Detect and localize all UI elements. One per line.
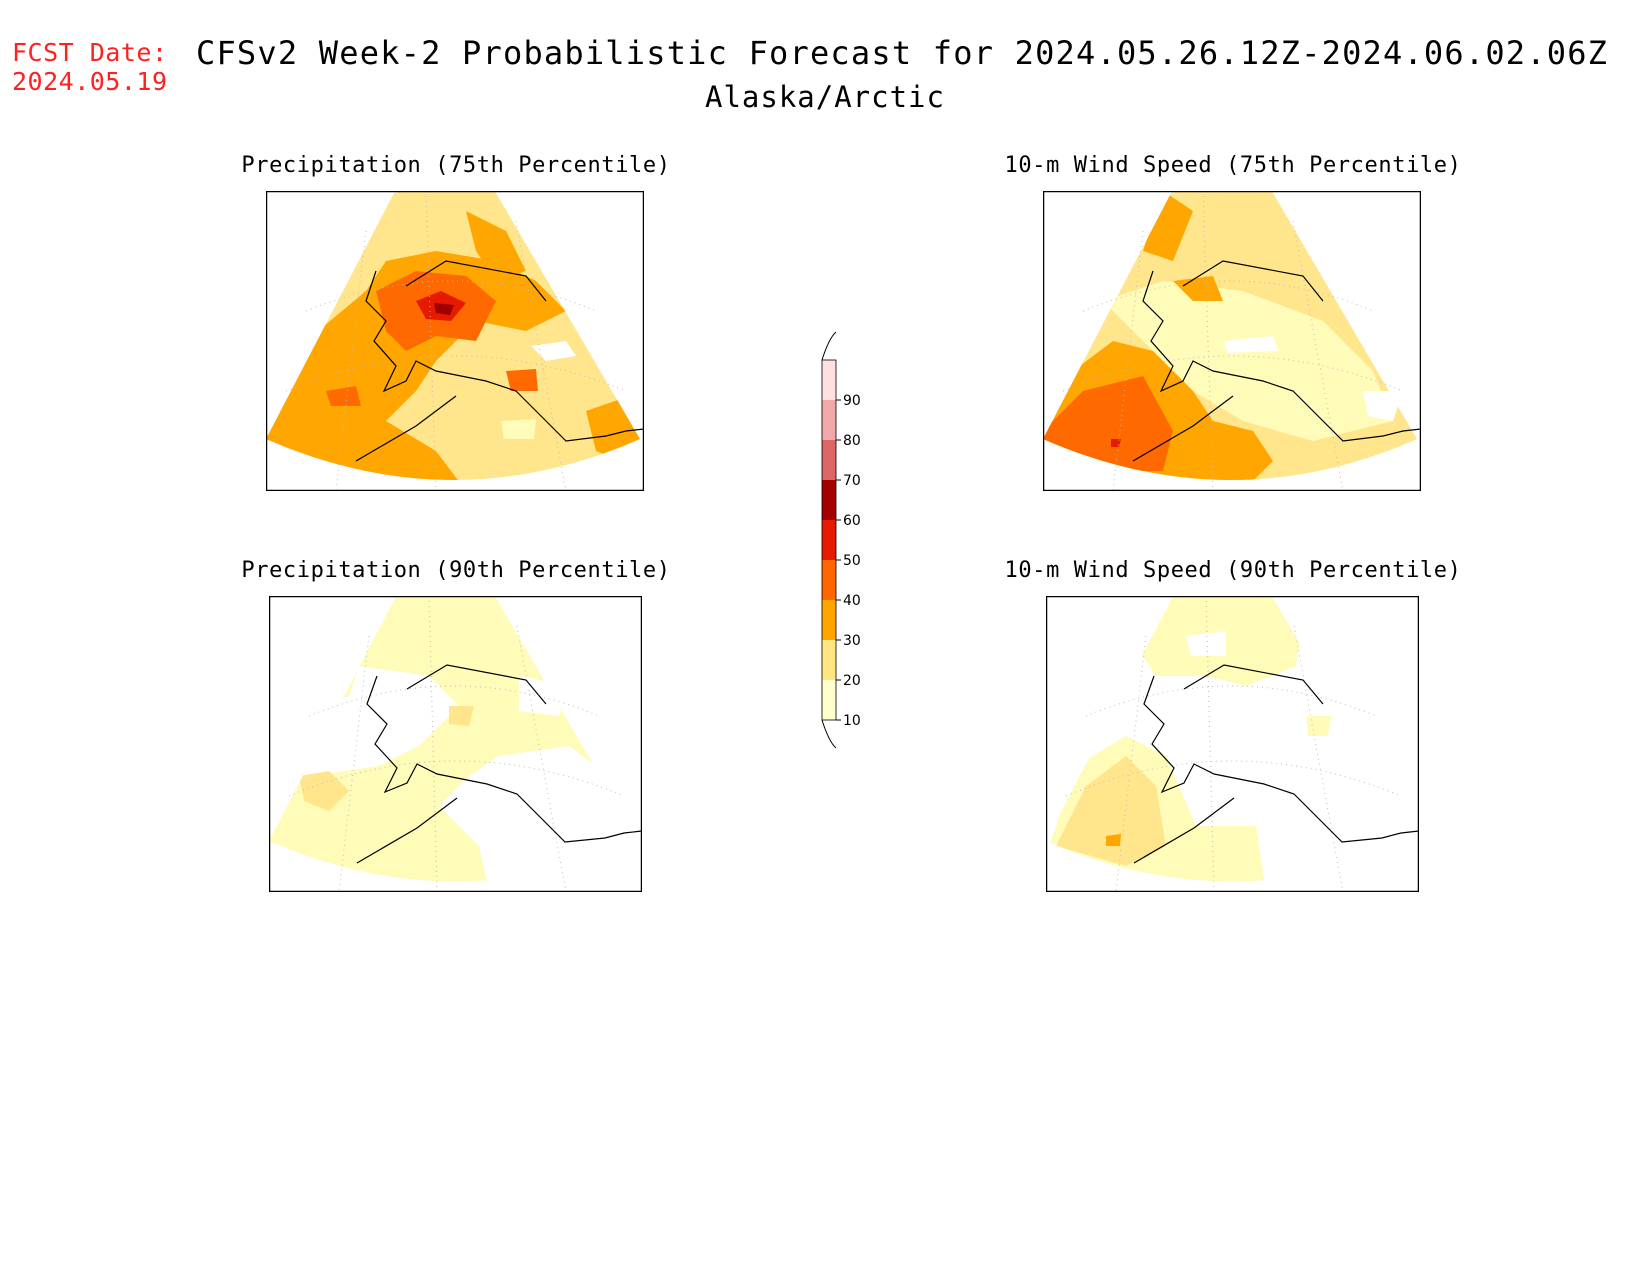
legend-swatch bbox=[822, 680, 836, 720]
legend-tick-label: 70 bbox=[843, 473, 861, 489]
map-panel-wind75 bbox=[1043, 191, 1421, 491]
legend-bottom-cap bbox=[821, 719, 837, 749]
panel-title-precip90: Precipitation (90th Percentile) bbox=[241, 558, 671, 583]
legend-border bbox=[821, 359, 837, 721]
map-wind75 bbox=[1043, 191, 1421, 491]
map-panel-precip75 bbox=[266, 191, 644, 491]
map-precip75 bbox=[266, 191, 644, 491]
color-legend: 10 20 30 40 50 60 70 80 90 bbox=[820, 330, 880, 754]
legend-swatch bbox=[822, 520, 836, 560]
map-panel-precip90 bbox=[269, 596, 642, 892]
legend-swatch bbox=[822, 440, 836, 480]
legend-tick-label: 40 bbox=[843, 593, 861, 609]
map-panel-wind90 bbox=[1046, 596, 1419, 892]
legend-swatch bbox=[822, 360, 836, 400]
legend-swatch bbox=[822, 600, 836, 640]
map-wind90 bbox=[1046, 596, 1419, 892]
legend-swatch bbox=[822, 480, 836, 520]
legend-tick-label: 20 bbox=[843, 673, 861, 689]
forecast-date-label: FCST Date: bbox=[12, 38, 168, 67]
legend-tick-label: 90 bbox=[843, 393, 861, 409]
region-subtitle: Alaska/Arctic bbox=[705, 80, 945, 114]
legend-swatch bbox=[822, 560, 836, 600]
legend-tick-label: 60 bbox=[843, 513, 861, 529]
legend-top-cap bbox=[821, 331, 837, 361]
panel-title-wind90: 10-m Wind Speed (90th Percentile) bbox=[1004, 558, 1462, 583]
legend-tick-label: 80 bbox=[843, 433, 861, 449]
legend-swatch bbox=[822, 400, 836, 440]
legend-swatch bbox=[822, 640, 836, 680]
panel-title-precip75: Precipitation (75th Percentile) bbox=[241, 153, 671, 178]
forecast-date-value: 2024.05.19 bbox=[12, 67, 168, 96]
legend-tick-label: 30 bbox=[843, 633, 861, 649]
forecast-date-block: FCST Date: 2024.05.19 bbox=[12, 38, 168, 96]
color-legend-bar: 10 20 30 40 50 60 70 80 90 bbox=[821, 331, 861, 749]
legend-tick-label: 50 bbox=[843, 553, 861, 569]
map-precip90 bbox=[269, 596, 642, 892]
main-title: CFSv2 Week-2 Probabilistic Forecast for … bbox=[196, 34, 1609, 72]
legend-tick-label: 10 bbox=[843, 713, 861, 729]
panel-title-wind75: 10-m Wind Speed (75th Percentile) bbox=[1004, 153, 1462, 178]
